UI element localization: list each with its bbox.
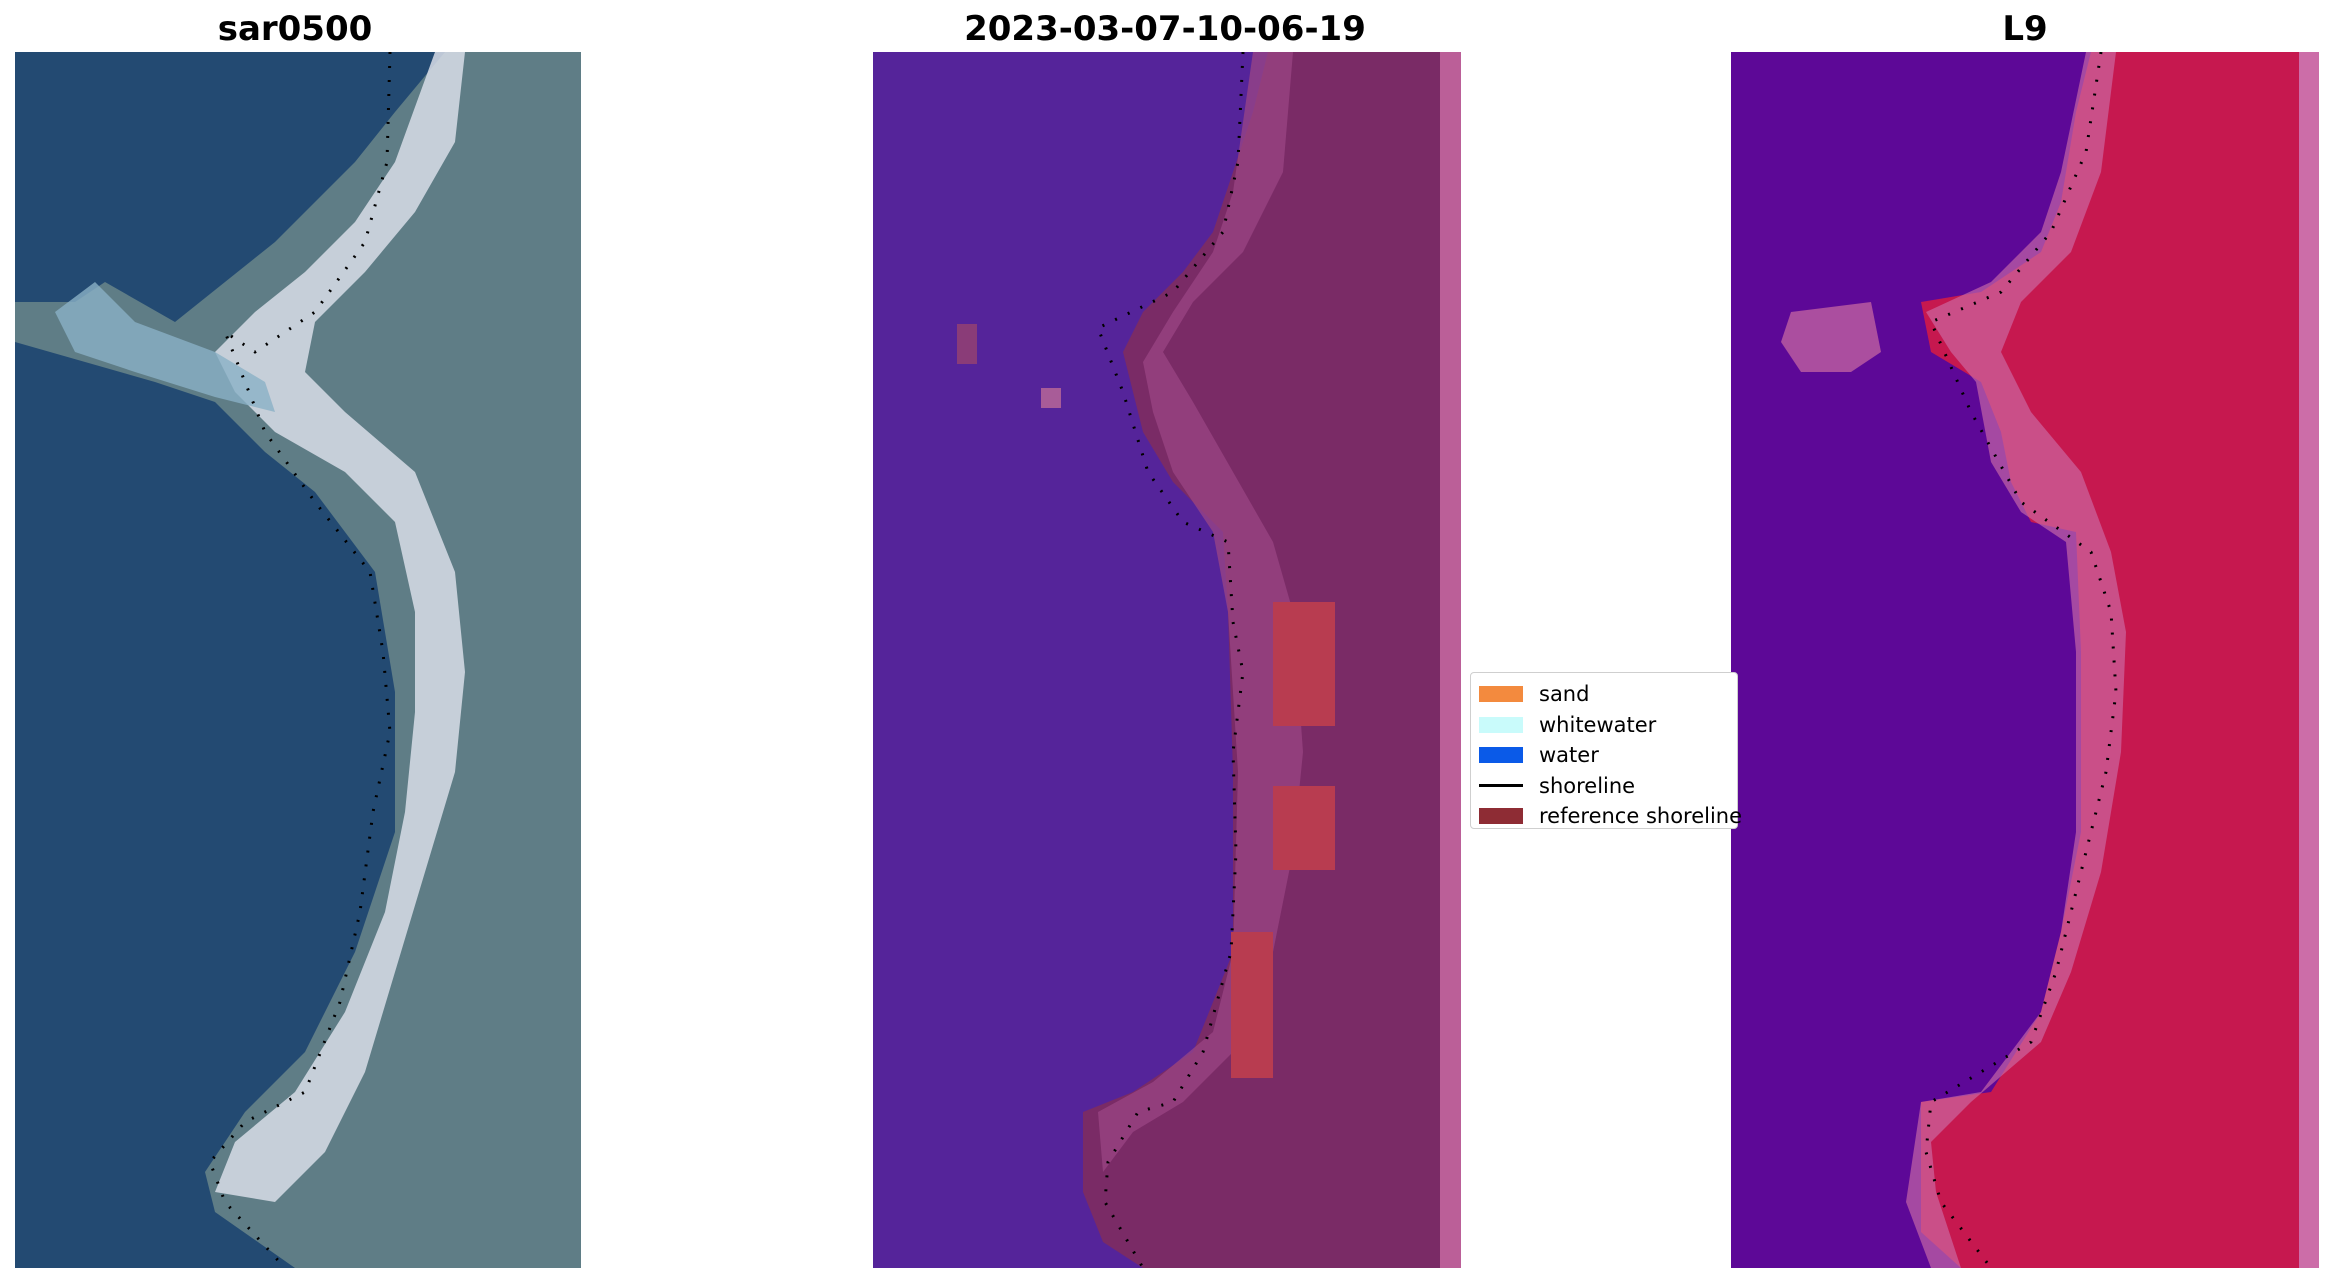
classification-image: [873, 52, 1461, 1268]
legend-label-reference-shoreline: reference shoreline: [1539, 804, 1743, 829]
index-spit: [1781, 302, 1881, 372]
legend-swatch-whitewater: [1479, 716, 1523, 733]
class-red-patch-3: [1231, 932, 1273, 1078]
legend-label-water: water: [1539, 743, 1599, 768]
legend-item-whitewater: whitewater: [1479, 710, 1737, 741]
legend-item-water: water: [1479, 740, 1737, 771]
panel-title-classification: 2023-03-07-10-06-19: [964, 9, 1366, 49]
index-panel: [1731, 52, 2319, 1268]
rgb-image-panel: [15, 52, 581, 1268]
rgb-sand: [215, 52, 465, 1202]
legend: sand whitewater water shoreline referenc…: [1470, 672, 1742, 832]
legend-item-sand: sand: [1479, 679, 1737, 710]
legend-swatch-sand: [1479, 686, 1523, 703]
legend-label-sand: sand: [1539, 682, 1590, 707]
panel-title-rgb: sar0500: [217, 9, 373, 49]
legend-swatch-water: [1479, 747, 1523, 764]
index-shoreline: [1924, 52, 2118, 1268]
panel-title-index: L9: [2002, 9, 2048, 49]
index-right-strip: [2299, 52, 2319, 1268]
legend-swatch-reference-shoreline: [1479, 808, 1523, 825]
legend-item-reference-shoreline: reference shoreline: [1479, 801, 1742, 832]
index-edge-band: [1906, 52, 2126, 1268]
legend-line-shoreline: [1479, 784, 1523, 788]
index-image: [1731, 52, 2319, 1268]
class-red-patch-1: [1273, 602, 1335, 726]
legend-item-shoreline: shoreline: [1479, 771, 1737, 802]
classification-panel: [873, 52, 1461, 1268]
class-speck-2: [1041, 388, 1061, 408]
legend-label-whitewater: whitewater: [1539, 712, 1657, 737]
class-land-light: [1098, 52, 1303, 1172]
class-right-strip: [1440, 52, 1461, 1268]
rgb-spit: [55, 282, 275, 412]
class-red-patch-2: [1273, 786, 1335, 870]
class-speck-1: [957, 324, 977, 364]
rgb-image: [15, 52, 581, 1268]
legend-label-shoreline: shoreline: [1539, 773, 1636, 798]
